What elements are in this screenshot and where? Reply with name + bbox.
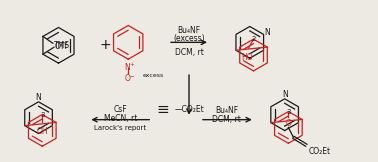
Text: CO₂Et: CO₂Et <box>308 147 330 156</box>
Text: N: N <box>36 93 42 102</box>
Text: DCM, rt: DCM, rt <box>175 48 203 57</box>
Text: 3: 3 <box>40 112 45 118</box>
Text: O: O <box>124 74 130 83</box>
Text: Bu₄NF: Bu₄NF <box>215 106 239 115</box>
Text: +: + <box>130 62 135 67</box>
Text: 2: 2 <box>252 36 256 42</box>
Text: CsF: CsF <box>113 105 127 114</box>
Text: —CO₂Et: —CO₂Et <box>175 105 205 114</box>
Text: ≡: ≡ <box>157 102 169 117</box>
Text: O: O <box>285 119 291 128</box>
Text: DCM, rt: DCM, rt <box>212 115 241 124</box>
Text: excess: excess <box>142 73 163 78</box>
Text: Larock's report: Larock's report <box>94 125 146 131</box>
Text: −: − <box>130 73 135 78</box>
Text: HO: HO <box>242 53 253 62</box>
Text: MeCN, rt: MeCN, rt <box>104 114 137 123</box>
Text: 3: 3 <box>287 109 291 115</box>
Text: +: + <box>99 38 111 52</box>
Text: TMS: TMS <box>54 41 70 50</box>
Text: N: N <box>282 90 288 99</box>
Text: OTf: OTf <box>55 42 68 51</box>
Text: N: N <box>124 63 130 72</box>
Text: (excess): (excess) <box>173 34 205 43</box>
Text: Bu₄NF: Bu₄NF <box>177 26 201 35</box>
Text: N: N <box>264 28 270 37</box>
Text: OH: OH <box>36 127 48 136</box>
